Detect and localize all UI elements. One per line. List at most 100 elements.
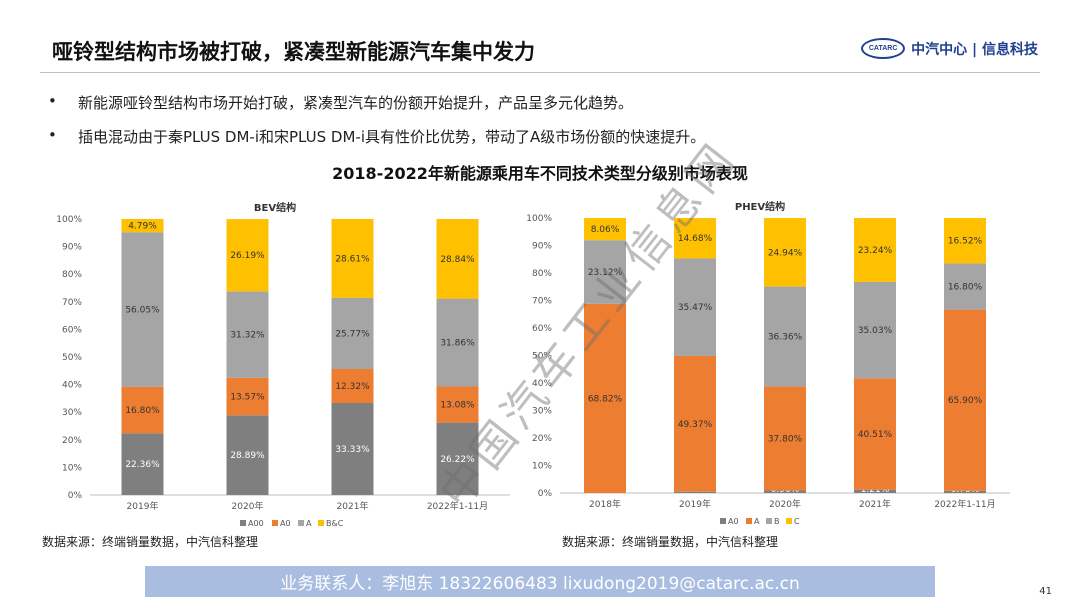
bar-segment-b <box>764 286 806 387</box>
phev-chart: PHEV结构0%10%20%30%40%50%60%70%80%90%100%0… <box>526 200 1010 526</box>
y-tick-label: 100% <box>56 215 82 225</box>
data-label: 68.82% <box>588 394 623 404</box>
contact-banner: 业务联系人：李旭东 18322606483 lixudong2019@catar… <box>145 566 935 597</box>
bar-segment-bc <box>436 219 479 299</box>
data-label: 56.05% <box>125 306 160 316</box>
bar-segment-b <box>854 281 896 379</box>
bar-segment-a0 <box>436 386 479 423</box>
bar-segment-a <box>764 386 806 491</box>
bar-segment-a0 <box>226 377 269 416</box>
x-tick-label: 2021年 <box>859 498 891 510</box>
x-tick-label: 2022年1-11月 <box>934 498 995 510</box>
y-tick-label: 10% <box>532 462 552 472</box>
bullet-item: 插电混动由于秦PLUS DM-i和宋PLUS DM-i具有性价比优势，带动了A级… <box>48 126 705 147</box>
catarc-logo-icon: CATARC <box>861 38 906 59</box>
bar-segment-a00 <box>436 422 479 495</box>
legend-label: B <box>774 517 780 526</box>
data-label: 23.12% <box>588 268 623 278</box>
legend-swatch <box>298 520 304 526</box>
legend-swatch <box>318 520 324 526</box>
bar-segment-c <box>944 218 986 264</box>
bar-segment-a00 <box>121 433 164 495</box>
x-tick-label: 2018年 <box>589 498 621 510</box>
y-tick-label: 100% <box>526 214 552 224</box>
bar-segment-a <box>674 355 716 492</box>
bar-segment-a0 <box>764 490 806 493</box>
bullet-list: 新能源哑铃型结构市场开始打破，紧凑型汽车的份额开始提升，产品呈多元化趋势。 插电… <box>48 92 705 160</box>
data-label: 35.03% <box>858 326 893 336</box>
bar-segment-a <box>944 309 986 491</box>
data-label: 16.52% <box>948 237 983 247</box>
x-tick-label: 2020年 <box>769 498 801 510</box>
main-chart-title: 2018-2022年新能源乘用车不同技术类型分级别市场表现 <box>332 164 748 183</box>
bar-segment-c <box>854 218 896 282</box>
y-tick-label: 50% <box>532 352 552 362</box>
data-label: 12.32% <box>335 382 370 392</box>
bar-segment-a <box>584 303 626 493</box>
bar-segment-a0 <box>331 369 374 404</box>
bar-segment-b <box>944 263 986 310</box>
data-label: 25.77% <box>335 329 370 339</box>
data-label: 8.06% <box>591 225 620 235</box>
bev-chart: BEV结构 0% 10% 20% 30% 40% 50% 60% 70% 80% 90% 100% 22… <box>56 201 510 528</box>
legend-label: B&C <box>326 519 344 528</box>
x-tick-label: 2019年 <box>679 498 711 510</box>
bar-segment-b <box>584 240 626 304</box>
legend-label: A <box>306 519 312 528</box>
data-label: 36.36% <box>768 333 803 343</box>
y-tick-label: 40% <box>532 379 552 389</box>
logo-text: 中汽中心 | 信息科技 <box>911 41 1038 58</box>
data-label: 49.37% <box>678 420 713 430</box>
legend-swatch <box>786 518 792 524</box>
data-label: 16.80% <box>948 283 983 293</box>
y-tick-label: 90% <box>62 243 82 253</box>
bar-segment-a00 <box>226 415 269 495</box>
bar-segment-a <box>121 232 164 387</box>
y-tick-label: 30% <box>532 407 552 417</box>
data-label: 26.19% <box>230 251 265 261</box>
data-label: 13.08% <box>440 401 475 411</box>
y-tick-label: 60% <box>532 324 552 334</box>
y-tick-label: 0% <box>538 489 553 499</box>
legend-label: C <box>794 517 800 526</box>
chart-title: PHEV结构 <box>735 200 785 213</box>
data-label: 28.89% <box>230 451 265 461</box>
chart-title: BEV结构 <box>254 201 296 214</box>
bar-segment-bc <box>331 218 374 298</box>
bar-segment-a00 <box>331 403 374 495</box>
data-label: 4.79% <box>128 222 157 232</box>
data-label: 13.57% <box>230 393 265 403</box>
data-label: 33.33% <box>335 445 370 455</box>
y-tick-label: 20% <box>532 434 552 444</box>
legend-label: A <box>754 517 760 526</box>
legend-label: A0 <box>728 517 739 526</box>
bar-segment-a0 <box>674 491 716 493</box>
x-tick-label: 2021年 <box>337 500 369 512</box>
legend-swatch <box>240 520 246 526</box>
bar-segment-a0 <box>121 386 164 434</box>
x-tick-label: 2020年 <box>232 500 264 512</box>
legend-swatch <box>720 518 726 524</box>
catarc-logo: CATARC 中汽中心 | 信息科技 <box>861 38 1038 59</box>
legend-swatch <box>766 518 772 524</box>
data-label: 14.68% <box>678 234 713 244</box>
bar-segment-a <box>226 291 269 378</box>
y-tick-label: 70% <box>62 298 82 308</box>
data-label: 37.80% <box>768 435 803 445</box>
y-tick-label: 90% <box>532 242 552 252</box>
legend-label: A00 <box>248 519 264 528</box>
data-label: 31.86% <box>440 339 475 349</box>
legend-swatch <box>746 518 752 524</box>
bar-segment-a <box>854 378 896 490</box>
y-tick-label: 10% <box>62 463 82 473</box>
data-label: 22.36% <box>125 460 160 470</box>
y-tick-label: 30% <box>62 408 82 418</box>
y-tick-label: 80% <box>62 270 82 280</box>
phev-data-source: 数据来源：终端销量数据，中汽信科整理 <box>562 535 779 549</box>
data-label: 28.61% <box>335 254 370 264</box>
y-tick-label: 0% <box>68 491 83 501</box>
page-title: 哑铃型结构市场被打破，紧凑型新能源汽车集中发力 <box>52 40 535 64</box>
page-number: 41 <box>1039 586 1052 597</box>
legend-label: A0 <box>280 519 291 528</box>
data-label: 26.22% <box>440 455 475 465</box>
